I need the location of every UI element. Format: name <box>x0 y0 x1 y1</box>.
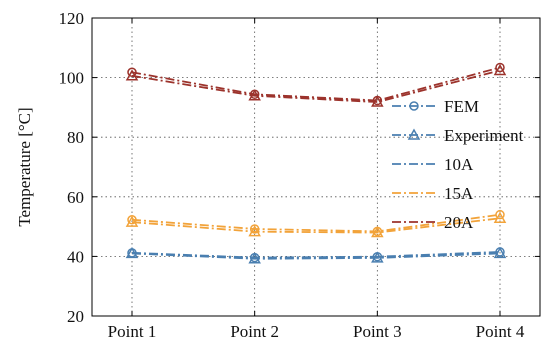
series-line <box>131 66 501 102</box>
legend-label: 10A <box>444 155 474 174</box>
legend-label: 15A <box>444 184 474 203</box>
legend-marker-circle <box>409 101 419 111</box>
legend-item-experiment: Experiment <box>392 126 524 145</box>
data-point <box>371 251 384 263</box>
series-line <box>131 217 501 234</box>
legend-marker-triangle <box>407 128 421 140</box>
legend-item-10a: 10A <box>392 155 474 174</box>
legend-label: Experiment <box>444 126 524 145</box>
series-10a-experiment <box>125 246 507 264</box>
data-point <box>125 69 139 81</box>
x-tick-label: Point 1 <box>108 322 157 341</box>
y-tick-label: 80 <box>67 128 84 147</box>
series-line <box>131 69 501 103</box>
y-axis-label: Temperature [°C] <box>15 107 34 226</box>
legend-label: FEM <box>444 97 479 116</box>
series-20a-experiment <box>125 63 507 107</box>
data-point <box>493 211 507 224</box>
series-15a-experiment <box>125 211 507 238</box>
series-group <box>125 62 507 264</box>
x-tick-label: Point 3 <box>353 322 402 341</box>
x-tick-label: Point 4 <box>476 322 525 341</box>
plot-frame <box>91 17 541 317</box>
series-line <box>131 213 501 233</box>
data-point <box>495 62 505 73</box>
data-point <box>249 224 260 234</box>
data-point <box>248 89 261 101</box>
series-line <box>131 251 501 259</box>
data-point <box>125 246 139 259</box>
data-point <box>371 226 384 238</box>
y-tick-label: 20 <box>67 307 84 326</box>
legend-item-20a: 20A <box>392 213 474 232</box>
legend-item-15a: 15A <box>392 184 474 203</box>
data-point <box>125 215 139 227</box>
tick-labels: 20 40 60 80 100 120 Point 1 Point 2 Point 3 Point… <box>59 9 525 341</box>
y-tick-label: 120 <box>59 9 85 28</box>
data-point <box>493 63 507 76</box>
series-line <box>131 252 501 260</box>
x-tick-label: Point 2 <box>230 322 279 341</box>
legend-item-fem: FEM <box>392 97 479 116</box>
y-tick-label: 60 <box>67 188 84 207</box>
data-point <box>248 252 261 264</box>
data-point <box>248 225 261 237</box>
series-10a-fem <box>127 247 505 263</box>
data-point <box>371 95 384 107</box>
y-tick-label: 40 <box>67 247 84 266</box>
data-point <box>493 246 507 259</box>
y-tick-label: 100 <box>59 69 85 88</box>
legend: FEM Experiment 10A 15A 20A <box>392 97 524 232</box>
legend-label: 20A <box>444 213 474 232</box>
